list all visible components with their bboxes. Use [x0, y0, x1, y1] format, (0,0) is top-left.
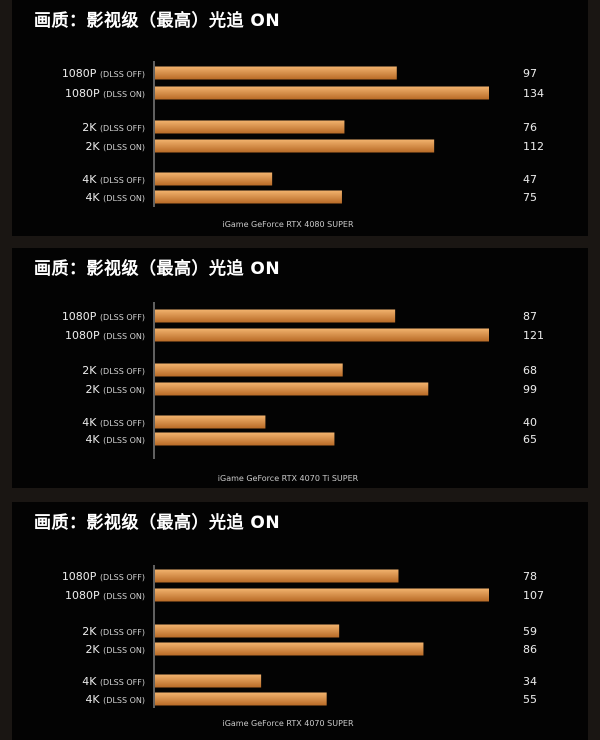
bar	[155, 172, 273, 186]
value-label: 97	[523, 67, 537, 80]
bar	[155, 120, 345, 134]
category-label: 2K (DLSS ON)	[85, 140, 145, 153]
category-label: 2K (DLSS ON)	[85, 643, 145, 656]
value-label: 34	[523, 675, 537, 688]
bar	[155, 309, 396, 323]
category-label: 1080P (DLSS ON)	[65, 589, 145, 602]
category-label: 1080P (DLSS ON)	[65, 87, 145, 100]
bar	[155, 642, 424, 656]
value-label: 75	[523, 191, 537, 204]
category-label: 2K (DLSS OFF)	[82, 364, 145, 377]
value-label: 121	[523, 329, 544, 342]
bar	[155, 363, 343, 377]
chart-caption: iGame GeForce RTX 4070 SUPER	[222, 719, 353, 728]
chart-title: 画质：影视级（最高）光追 ON	[34, 259, 281, 279]
bar-chart-4070-ti: 87 1080P (DLSS OFF) 121 1080P (DLSS ON) 68 2K…	[62, 302, 544, 483]
category-label: 4K (DLSS OFF)	[82, 675, 145, 688]
value-label: 76	[523, 121, 537, 134]
category-label: 1080P (DLSS ON)	[65, 329, 145, 342]
category-label: 4K (DLSS ON)	[85, 693, 145, 706]
chart-panel-4070-ti: 画质：影视级（最高）光追 ON 87 1080P (DLSS OFF) 121 108…	[12, 248, 588, 488]
chart-caption: iGame GeForce RTX 4080 SUPER	[222, 220, 353, 229]
bar	[155, 139, 435, 153]
bar	[155, 415, 266, 429]
bar	[155, 86, 489, 100]
category-label: 4K (DLSS OFF)	[82, 173, 145, 186]
category-label: 4K (DLSS ON)	[85, 191, 145, 204]
bar-chart-4080: 97 1080P (DLSS OFF) 134 1080P (DLSS ON) 76 2K…	[62, 61, 544, 229]
category-label: 2K (DLSS ON)	[85, 383, 145, 396]
category-label: 1080P (DLSS OFF)	[62, 310, 145, 323]
category-label: 2K (DLSS OFF)	[82, 625, 145, 638]
chart-panel-4080: 画质：影视级（最高）光追 ON 97 1080P (DLSS OFF) 134 108…	[12, 0, 588, 236]
value-label: 55	[523, 693, 537, 706]
chart-panel-4070: 画质：影视级（最高）光追 ON 78 1080P (DLSS OFF) 107 108…	[12, 502, 588, 740]
bar	[155, 692, 327, 706]
chart-title: 画质：影视级（最高）光追 ON	[34, 11, 281, 31]
value-label: 59	[523, 625, 537, 638]
category-label: 2K (DLSS OFF)	[82, 121, 145, 134]
bar	[155, 190, 342, 204]
category-label: 4K (DLSS OFF)	[82, 416, 145, 429]
value-label: 112	[523, 140, 544, 153]
bar	[155, 432, 335, 446]
category-label: 1080P (DLSS OFF)	[62, 67, 145, 80]
value-label: 99	[523, 383, 537, 396]
value-label: 47	[523, 173, 537, 186]
value-label: 65	[523, 433, 537, 446]
value-label: 68	[523, 364, 537, 377]
bar	[155, 382, 429, 396]
chart-title: 画质：影视级（最高）光追 ON	[34, 513, 281, 533]
value-label: 78	[523, 570, 537, 583]
value-label: 107	[523, 589, 544, 602]
value-label: 40	[523, 416, 537, 429]
bar	[155, 569, 399, 583]
category-label: 1080P (DLSS OFF)	[62, 570, 145, 583]
chart-caption: iGame GeForce RTX 4070 Ti SUPER	[218, 474, 359, 483]
value-label: 134	[523, 87, 544, 100]
value-label: 86	[523, 643, 537, 656]
category-label: 4K (DLSS ON)	[85, 433, 145, 446]
value-label: 87	[523, 310, 537, 323]
bar	[155, 674, 262, 688]
bar	[155, 588, 489, 602]
bar	[155, 328, 489, 342]
bar	[155, 624, 340, 638]
bar	[155, 66, 397, 80]
bar-chart-4070: 78 1080P (DLSS OFF) 107 1080P (DLSS ON) 59 2K…	[62, 565, 544, 728]
